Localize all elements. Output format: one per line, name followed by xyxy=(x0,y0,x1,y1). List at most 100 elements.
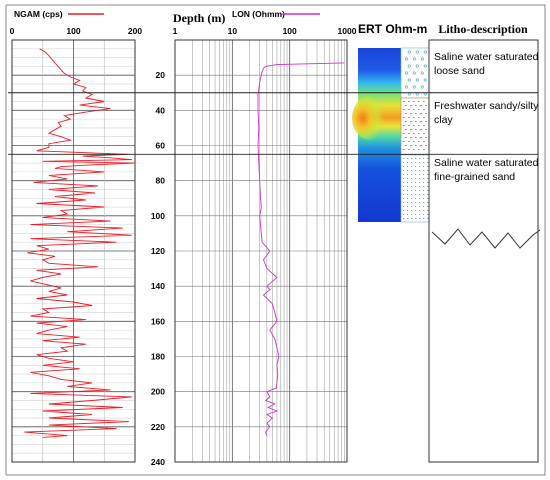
fine-sand-pattern-mark xyxy=(407,218,409,219)
fine-sand-pattern-mark xyxy=(427,218,429,219)
fine-sand-pattern-mark xyxy=(403,186,405,187)
fine-sand-pattern-mark xyxy=(411,202,413,203)
lon-tick-label: 10 xyxy=(228,26,238,36)
fine-sand-pattern-mark xyxy=(403,206,405,207)
lon-tick-label: 1 xyxy=(173,26,178,36)
clay-pattern-mark xyxy=(415,145,417,146)
fine-sand-pattern-mark xyxy=(419,210,421,211)
fine-sand-pattern-mark xyxy=(423,198,425,199)
fine-sand-pattern-mark xyxy=(423,206,425,207)
sand-pattern-mark xyxy=(412,71,416,75)
clay-pattern-mark xyxy=(408,109,410,110)
litho-units: Saline water saturated loose sand Freshwat… xyxy=(434,51,539,183)
fine-sand-pattern-mark xyxy=(419,166,421,167)
fine-sand-pattern-mark xyxy=(419,218,421,219)
ert-column xyxy=(352,48,401,222)
fine-sand-pattern-mark xyxy=(427,210,429,211)
fine-sand-pattern-mark xyxy=(423,186,425,187)
fine-sand-pattern-mark xyxy=(411,214,413,215)
clay-pattern-mark xyxy=(418,133,420,134)
clay-pattern-mark xyxy=(413,141,415,142)
depth-axis-label: Depth (m) xyxy=(173,11,225,25)
depth-tick-label: 140 xyxy=(151,281,165,291)
fine-sand-pattern-mark xyxy=(423,174,425,175)
fine-sand-pattern-mark xyxy=(407,170,409,171)
clay-pattern-mark xyxy=(425,105,427,106)
ngam-series-line xyxy=(24,48,136,438)
clay-pattern-mark xyxy=(408,125,410,126)
unconformity-zigzag xyxy=(431,228,541,249)
ngam-tick-label: 200 xyxy=(128,26,142,36)
depth-tick-label: 160 xyxy=(151,316,165,326)
fine-sand-pattern-mark xyxy=(403,182,405,183)
fine-sand-pattern-mark xyxy=(415,190,417,191)
litho-title: Litho-description xyxy=(438,22,528,36)
clay-pattern-mark xyxy=(425,137,427,138)
fine-sand-pattern-mark xyxy=(423,158,425,159)
clay-pattern-mark xyxy=(405,129,407,130)
clay-pattern-mark xyxy=(415,105,417,106)
clay-pattern-mark xyxy=(410,105,412,106)
fine-sand-pattern-mark xyxy=(411,178,413,179)
fine-sand-pattern-mark xyxy=(407,206,409,207)
fine-sand-pattern-mark xyxy=(415,186,417,187)
clay-pattern-mark xyxy=(403,117,405,118)
fine-sand-pattern-mark xyxy=(407,166,409,167)
sand-pattern-mark xyxy=(407,78,411,82)
sand-pattern-mark xyxy=(423,64,427,68)
fine-sand-pattern-mark xyxy=(427,186,429,187)
sand-pattern-mark xyxy=(404,85,408,89)
lon-series-line xyxy=(257,62,345,436)
fine-sand-pattern-mark xyxy=(423,178,425,179)
clay-pattern-mark xyxy=(420,145,422,146)
fine-sand-pattern-mark xyxy=(415,182,417,183)
ngam-tick-label: 0 xyxy=(10,26,15,36)
fine-sand-pattern-mark xyxy=(427,162,429,163)
clay-pattern-mark xyxy=(423,109,425,110)
fine-sand-pattern-mark xyxy=(415,198,417,199)
clay-pattern-mark xyxy=(415,121,417,122)
fine-sand-pattern-mark xyxy=(427,174,429,175)
fine-sand-pattern-mark xyxy=(403,174,405,175)
fine-sand-pattern-mark xyxy=(427,166,429,167)
clay-pattern-mark xyxy=(420,137,422,138)
sand-pattern-mark xyxy=(415,50,419,54)
clay-pattern-mark xyxy=(413,149,415,150)
fine-sand-pattern-mark xyxy=(423,194,425,195)
fine-sand-pattern-mark xyxy=(411,190,413,191)
clay-pattern-mark xyxy=(410,145,412,146)
fine-sand-pattern-mark xyxy=(403,178,405,179)
clay-pattern-mark xyxy=(425,113,427,114)
litho-unit-text: loose sand xyxy=(434,65,485,77)
clay-pattern-mark xyxy=(403,101,405,102)
ert-title: ERT Ohm-m xyxy=(358,22,427,36)
fine-sand-pattern-mark xyxy=(415,214,417,215)
clay-pattern-mark xyxy=(420,105,422,106)
depth-tick-label: 180 xyxy=(151,352,165,362)
fine-sand-pattern-mark xyxy=(419,202,421,203)
clay-pattern-mark xyxy=(405,113,407,114)
clay-pattern-mark xyxy=(423,141,425,142)
clay-pattern-mark xyxy=(425,145,427,146)
fine-sand-pattern-mark xyxy=(411,170,413,171)
fine-sand-pattern-mark xyxy=(419,158,421,159)
fine-sand-pattern-mark xyxy=(415,210,417,211)
sand-pattern-mark xyxy=(415,78,419,82)
clay-pattern-mark xyxy=(418,149,420,150)
clay-pattern-mark xyxy=(420,113,422,114)
fine-sand-pattern-mark xyxy=(419,178,421,179)
fine-sand-pattern-mark xyxy=(419,206,421,207)
litho-unit-text: Saline water saturated xyxy=(434,51,539,63)
lon-tick-label: 100 xyxy=(283,26,297,36)
fine-sand-pattern-mark xyxy=(419,214,421,215)
fine-sand-pattern-mark xyxy=(415,194,417,195)
fine-sand-pattern-mark xyxy=(419,162,421,163)
depth-tick-label: 100 xyxy=(151,211,165,221)
clay-pattern-mark xyxy=(408,141,410,142)
ngam-plot-frame xyxy=(11,39,136,463)
depth-tick-label: 220 xyxy=(151,422,165,432)
sand-pattern-mark xyxy=(420,71,424,75)
fine-sand-pattern-mark xyxy=(403,198,405,199)
